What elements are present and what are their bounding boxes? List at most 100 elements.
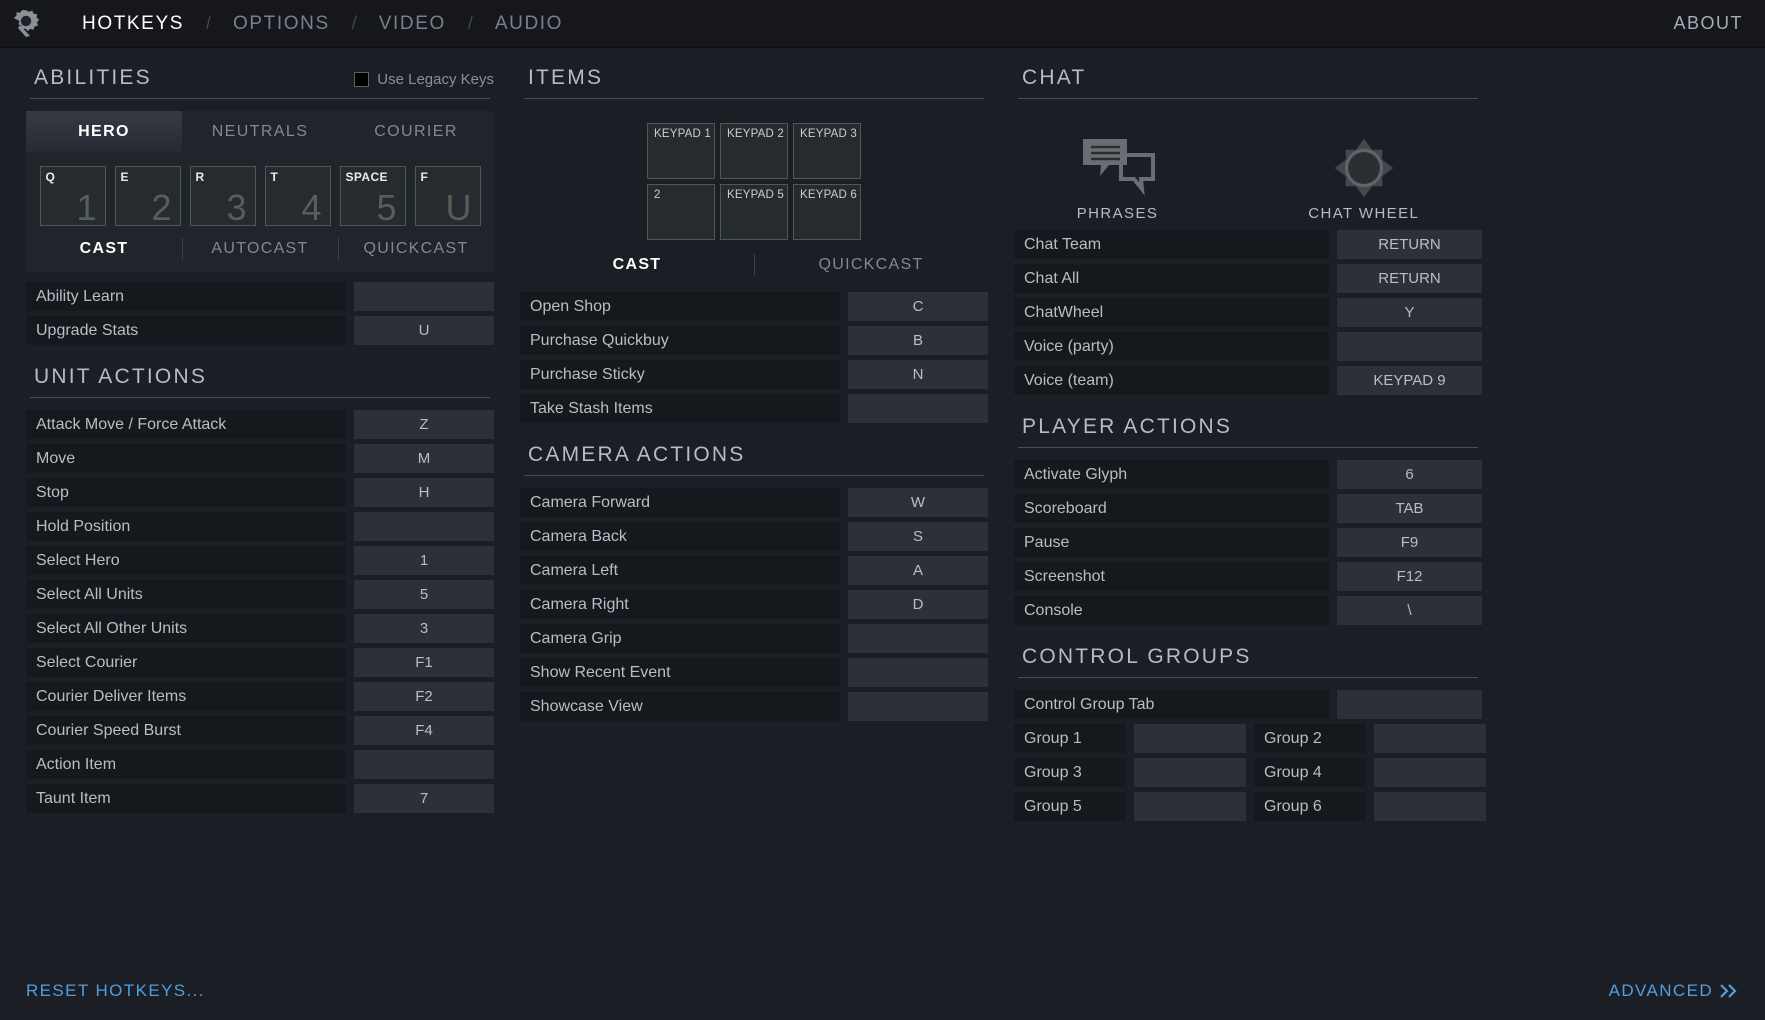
bind-key[interactable] xyxy=(354,512,494,541)
bind-label[interactable]: Courier Speed Burst xyxy=(26,716,346,745)
bind-key[interactable] xyxy=(1374,724,1486,753)
bind-key[interactable]: F12 xyxy=(1337,562,1482,591)
bind-key[interactable]: S xyxy=(848,522,988,551)
bind-label[interactable]: Select Hero xyxy=(26,546,346,575)
bind-key[interactable] xyxy=(354,750,494,779)
item-slot-1[interactable]: KEYPAD 1 xyxy=(647,123,715,179)
bind-label[interactable]: Hold Position xyxy=(26,512,346,541)
bind-key[interactable] xyxy=(848,394,988,423)
bind-key[interactable] xyxy=(1337,332,1482,361)
bind-label[interactable]: Group 4 xyxy=(1254,758,1366,787)
bind-label[interactable]: Purchase Sticky xyxy=(520,360,840,389)
ability-key-slot-6[interactable]: F U xyxy=(414,166,481,228)
bind-label[interactable]: Screenshot xyxy=(1014,562,1329,591)
bind-key[interactable]: Y xyxy=(1337,298,1482,327)
bind-label[interactable]: Group 3 xyxy=(1014,758,1126,787)
bind-label[interactable]: Showcase View xyxy=(520,692,840,721)
bind-key[interactable]: F4 xyxy=(354,716,494,745)
bind-label[interactable]: Group 2 xyxy=(1254,724,1366,753)
tab-courier[interactable]: COURIER xyxy=(374,123,458,140)
subtab-autocast[interactable]: AUTOCAST xyxy=(182,236,338,262)
bind-key[interactable] xyxy=(1134,792,1246,821)
bind-key[interactable]: KEYPAD 9 xyxy=(1337,366,1482,395)
bind-label[interactable]: Purchase Quickbuy xyxy=(520,326,840,355)
bind-key[interactable]: 6 xyxy=(1337,460,1482,489)
bind-key[interactable]: RETURN xyxy=(1337,230,1482,259)
bind-key[interactable]: F1 xyxy=(354,648,494,677)
subtab-quickcast[interactable]: QUICKCAST xyxy=(338,236,494,262)
ability-key-slot-4[interactable]: T 4 xyxy=(264,166,331,228)
bind-label[interactable]: Select All Other Units xyxy=(26,614,346,643)
nav-item-audio[interactable]: AUDIO xyxy=(494,12,564,34)
bind-key[interactable]: D xyxy=(848,590,988,619)
bind-key[interactable]: 1 xyxy=(354,546,494,575)
bind-label[interactable]: Taunt Item xyxy=(26,784,346,813)
bind-key[interactable]: \ xyxy=(1337,596,1482,625)
bind-label[interactable]: Stop xyxy=(26,478,346,507)
bind-key[interactable]: A xyxy=(848,556,988,585)
bind-label[interactable]: Show Recent Event xyxy=(520,658,840,687)
bind-key[interactable]: B xyxy=(848,326,988,355)
bind-label[interactable]: Select Courier xyxy=(26,648,346,677)
use-legacy-keys-checkbox[interactable]: Use Legacy Keys xyxy=(354,71,494,90)
item-slot-5[interactable]: KEYPAD 5 xyxy=(720,184,788,240)
gear-icon[interactable] xyxy=(8,6,44,42)
bind-label[interactable]: Chat Team xyxy=(1014,230,1329,259)
bind-label[interactable]: Control Group Tab xyxy=(1014,690,1329,719)
nav-item-hotkeys[interactable]: HOTKEYS xyxy=(82,12,184,34)
bind-label[interactable]: Select All Units xyxy=(26,580,346,609)
nav-item-options[interactable]: OPTIONS xyxy=(233,12,330,34)
subtab-cast[interactable]: CAST xyxy=(79,240,129,257)
bind-key[interactable] xyxy=(1337,690,1482,719)
bind-label[interactable]: Action Item xyxy=(26,750,346,779)
subtab-item-quickcast[interactable]: QUICKCAST xyxy=(754,252,988,278)
nav-item-video[interactable]: VIDEO xyxy=(378,12,446,34)
bind-key[interactable]: 7 xyxy=(354,784,494,813)
bind-key[interactable] xyxy=(848,692,988,721)
bind-key[interactable] xyxy=(848,624,988,653)
bind-label[interactable]: ChatWheel xyxy=(1014,298,1329,327)
tab-neutrals[interactable]: NEUTRALS xyxy=(211,123,309,140)
bind-key[interactable]: F2 xyxy=(354,682,494,711)
bind-key[interactable]: Z xyxy=(354,410,494,439)
bind-label[interactable]: Chat All xyxy=(1014,264,1329,293)
item-slot-4[interactable]: 2 xyxy=(647,184,715,240)
chat-wheel-button[interactable]: CHAT WHEEL xyxy=(1308,137,1419,222)
item-slot-2[interactable]: KEYPAD 2 xyxy=(720,123,788,179)
bind-key[interactable] xyxy=(848,658,988,687)
bind-key[interactable] xyxy=(1374,758,1486,787)
bind-label[interactable]: Scoreboard xyxy=(1014,494,1329,523)
bind-key[interactable]: U xyxy=(354,316,494,345)
ability-key-slot-1[interactable]: Q 1 xyxy=(39,166,106,228)
bind-key[interactable]: RETURN xyxy=(1337,264,1482,293)
bind-key[interactable]: 3 xyxy=(354,614,494,643)
bind-key[interactable]: N xyxy=(848,360,988,389)
bind-label[interactable]: Voice (party) xyxy=(1014,332,1329,361)
ability-key-slot-2[interactable]: E 2 xyxy=(114,166,181,228)
bind-label[interactable]: Console xyxy=(1014,596,1329,625)
bind-label[interactable]: Ability Learn xyxy=(26,282,346,311)
ability-key-slot-3[interactable]: R 3 xyxy=(189,166,256,228)
bind-key[interactable]: F9 xyxy=(1337,528,1482,557)
tab-hero[interactable]: HERO xyxy=(26,111,182,152)
bind-label[interactable]: Group 1 xyxy=(1014,724,1126,753)
item-slot-3[interactable]: KEYPAD 3 xyxy=(793,123,861,179)
bind-label[interactable]: Camera Back xyxy=(520,522,840,551)
bind-key[interactable]: 5 xyxy=(354,580,494,609)
bind-label[interactable]: Move xyxy=(26,444,346,473)
bind-key[interactable] xyxy=(1134,724,1246,753)
subtab-item-cast[interactable]: CAST xyxy=(612,256,662,273)
bind-key[interactable] xyxy=(1374,792,1486,821)
bind-label[interactable]: Upgrade Stats xyxy=(26,316,346,345)
bind-key[interactable]: H xyxy=(354,478,494,507)
bind-key[interactable]: M xyxy=(354,444,494,473)
bind-label[interactable]: Courier Deliver Items xyxy=(26,682,346,711)
bind-label[interactable]: Group 6 xyxy=(1254,792,1366,821)
bind-key[interactable]: C xyxy=(848,292,988,321)
about-link[interactable]: ABOUT xyxy=(1673,13,1743,33)
bind-key[interactable]: TAB xyxy=(1337,494,1482,523)
item-slot-6[interactable]: KEYPAD 6 xyxy=(793,184,861,240)
bind-key[interactable] xyxy=(1134,758,1246,787)
bind-label[interactable]: Camera Grip xyxy=(520,624,840,653)
bind-label[interactable]: Take Stash Items xyxy=(520,394,840,423)
